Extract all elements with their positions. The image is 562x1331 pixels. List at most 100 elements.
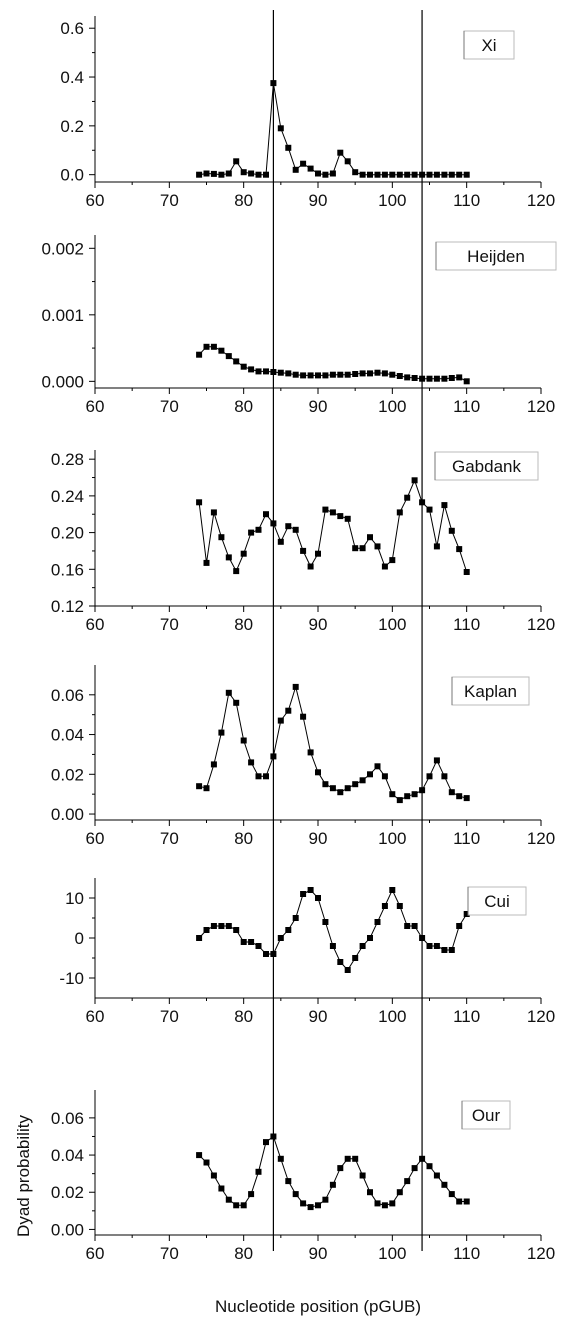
data-point bbox=[307, 372, 314, 379]
data-point bbox=[218, 171, 225, 178]
data-point bbox=[456, 793, 463, 800]
x-tick-label: 120 bbox=[527, 191, 555, 210]
x-tick-label: 80 bbox=[234, 829, 253, 848]
data-point bbox=[203, 1159, 210, 1166]
panel-cui: 60 70 80 90 100 110 120 -10 0 10 Cui bbox=[59, 878, 555, 1026]
data-point bbox=[337, 513, 344, 520]
data-point bbox=[344, 515, 351, 522]
x-tick-label: 110 bbox=[453, 615, 480, 634]
data-point bbox=[426, 1163, 433, 1170]
data-point bbox=[404, 171, 411, 178]
legend-gabdank: Gabdank bbox=[434, 451, 539, 481]
y-tick-label: 0.00 bbox=[51, 1220, 84, 1239]
data-point bbox=[404, 1178, 411, 1185]
data-point bbox=[285, 1178, 292, 1185]
data-point bbox=[396, 797, 403, 804]
data-point bbox=[359, 777, 366, 784]
data-point bbox=[292, 166, 299, 173]
data-point bbox=[396, 509, 403, 516]
data-point bbox=[381, 171, 388, 178]
data-point bbox=[463, 1198, 470, 1205]
data-point bbox=[463, 378, 470, 385]
data-point bbox=[359, 545, 366, 552]
data-point bbox=[441, 947, 448, 953]
x-tick-label: 100 bbox=[378, 829, 406, 848]
data-point bbox=[292, 526, 299, 533]
panel-kaplan: 60 70 80 90 100 110 120 0.00 0.02 0.04 0.06 Kaplan bbox=[51, 665, 555, 848]
data-point bbox=[203, 170, 210, 177]
data-point bbox=[359, 943, 366, 949]
data-point bbox=[196, 171, 203, 178]
data-point bbox=[344, 1155, 351, 1162]
x-tick-label: 80 bbox=[234, 615, 253, 634]
data-point bbox=[248, 366, 255, 373]
y-tick-label: 0 bbox=[75, 929, 84, 948]
data-point bbox=[315, 769, 321, 776]
data-point bbox=[300, 547, 307, 554]
data-point bbox=[255, 171, 262, 178]
x-tick-label: 110 bbox=[453, 397, 480, 416]
data-point bbox=[240, 363, 247, 370]
data-point bbox=[433, 375, 440, 382]
data-point bbox=[396, 1189, 403, 1196]
data-point bbox=[225, 353, 232, 360]
x-tick-label: 100 bbox=[378, 1007, 406, 1026]
y-tick-label: 0.2 bbox=[60, 117, 84, 136]
data-point bbox=[352, 545, 359, 552]
data-point bbox=[315, 1202, 321, 1209]
x-tick-label: 80 bbox=[234, 1007, 253, 1026]
data-point bbox=[374, 1200, 381, 1207]
x-tick-label: 80 bbox=[234, 397, 253, 416]
x-tick-label: 90 bbox=[309, 615, 328, 634]
data-point bbox=[277, 125, 284, 132]
data-point bbox=[315, 170, 321, 177]
data-point bbox=[448, 527, 455, 534]
data-point bbox=[456, 171, 463, 178]
data-point bbox=[352, 1155, 359, 1162]
data-point bbox=[352, 371, 359, 377]
data-point bbox=[240, 1202, 247, 1209]
data-point bbox=[218, 729, 225, 736]
data-point bbox=[210, 923, 217, 929]
data-point bbox=[255, 1168, 262, 1175]
data-point bbox=[196, 1152, 203, 1159]
data-point bbox=[433, 543, 440, 550]
data-point bbox=[404, 374, 411, 381]
panel-our: 60 70 80 90 100 110 120 0.00 0.02 0.04 0.06 Our bbox=[51, 1090, 555, 1263]
x-tick-label: 90 bbox=[309, 1007, 328, 1026]
data-point bbox=[210, 509, 217, 516]
data-point bbox=[411, 171, 418, 178]
y-tick-label: 0.002 bbox=[41, 239, 84, 258]
series-line-cui bbox=[198, 888, 468, 971]
x-tick-label: 110 bbox=[453, 1007, 480, 1026]
panel-xi: 60 70 80 90 100 110 120 0.0 0.2 0.4 0.6 Xi bbox=[60, 16, 555, 210]
y-tick-label: 0.0 bbox=[60, 166, 84, 185]
data-point bbox=[203, 559, 210, 566]
data-point bbox=[218, 347, 225, 354]
legend-box bbox=[451, 676, 530, 706]
y-tick-label: 0.000 bbox=[41, 372, 84, 391]
data-point bbox=[367, 935, 373, 941]
x-tick-label: 60 bbox=[86, 397, 105, 416]
data-point bbox=[367, 1189, 373, 1196]
data-point bbox=[433, 171, 440, 178]
y-tick-label: 0.04 bbox=[51, 1146, 84, 1165]
x-tick-label: 60 bbox=[86, 829, 105, 848]
data-point bbox=[367, 771, 373, 778]
reference-lines bbox=[272, 10, 423, 1251]
y-tick-label: 0.28 bbox=[51, 450, 84, 469]
data-point bbox=[240, 737, 247, 744]
series-line-xi bbox=[199, 83, 467, 176]
y-tick-label: 0.02 bbox=[51, 1183, 84, 1202]
x-tick-label: 70 bbox=[160, 1244, 179, 1263]
y-tick-label: 0.24 bbox=[51, 487, 84, 506]
data-point bbox=[240, 169, 247, 176]
data-point bbox=[322, 781, 329, 788]
x-tick-label: 80 bbox=[234, 1244, 253, 1263]
data-point bbox=[203, 785, 210, 792]
data-point bbox=[441, 171, 448, 178]
legend-label: Gabdank bbox=[452, 457, 521, 476]
data-point bbox=[300, 713, 307, 720]
data-point bbox=[248, 1191, 255, 1198]
